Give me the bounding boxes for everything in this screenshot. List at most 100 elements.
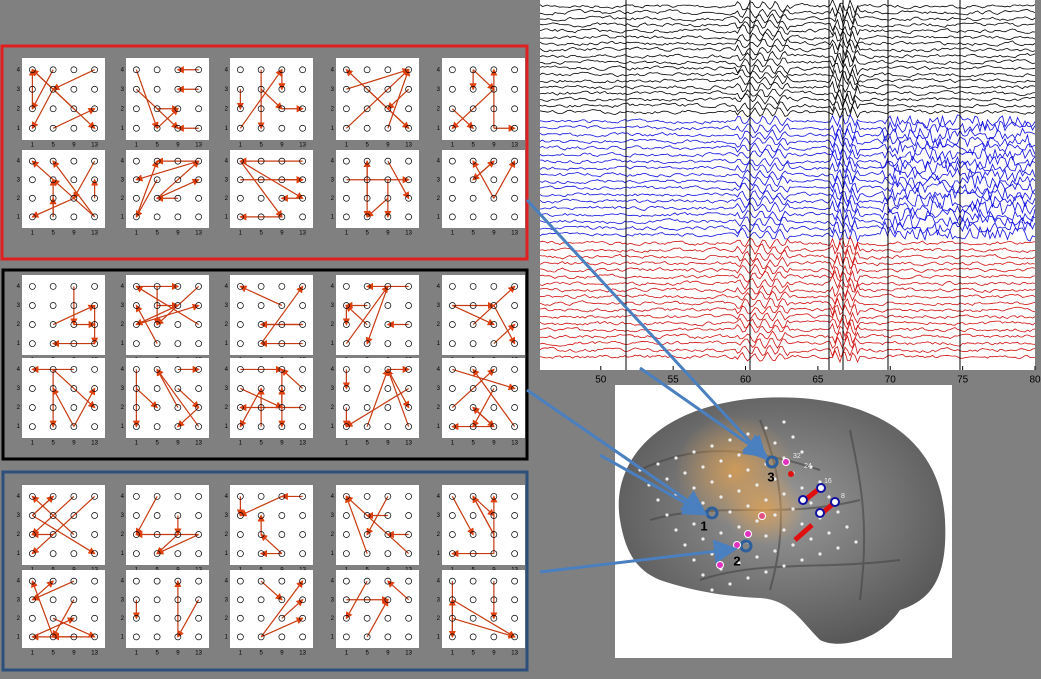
y-tick-label: 3: [331, 303, 335, 309]
node: [195, 493, 202, 500]
y-tick-label: 1: [121, 634, 125, 640]
node: [449, 213, 456, 221]
node: [469, 531, 477, 538]
node: [70, 194, 78, 202]
node: [469, 321, 477, 328]
node: [70, 283, 78, 290]
node: [490, 614, 498, 622]
node: [91, 404, 98, 411]
node: [195, 124, 202, 132]
node: [153, 194, 161, 202]
y-tick-label: 1: [121, 551, 125, 557]
node: [153, 493, 161, 500]
node: [70, 614, 78, 622]
node: [257, 596, 265, 604]
node: [91, 321, 98, 328]
node: [449, 614, 456, 622]
node: [257, 283, 265, 290]
x-tick-label: 5: [365, 441, 369, 447]
node: [29, 176, 36, 184]
node: [195, 105, 202, 113]
x-tick-label: 1: [239, 441, 243, 447]
electrode: [764, 498, 768, 502]
x-tick-label: 1: [451, 651, 455, 657]
x-tick-label: 1: [239, 143, 243, 149]
y-tick-label: 2: [121, 106, 125, 112]
node: [91, 493, 98, 500]
node: [490, 340, 498, 347]
node: [91, 531, 98, 538]
x-tick-label: 13: [91, 441, 98, 447]
node: [299, 423, 306, 430]
x-tick-label: 5: [365, 231, 369, 237]
x-tick-label: 9: [72, 143, 76, 149]
y-tick-label: 1: [225, 341, 229, 347]
node: [343, 366, 350, 373]
node: [405, 531, 412, 538]
node: [29, 66, 36, 74]
y-tick-label: 2: [17, 405, 21, 411]
x-tick-label: 1: [451, 143, 455, 149]
node: [29, 577, 36, 585]
black-box: [1, 268, 529, 461]
electrode: [692, 486, 696, 490]
electrode: [701, 465, 705, 469]
panel: [126, 485, 209, 565]
node: [29, 493, 36, 500]
node: [299, 404, 306, 411]
y-tick-label: 4: [225, 367, 229, 373]
node: [490, 633, 498, 641]
x-tick-label: 13: [195, 231, 202, 237]
electrode: [674, 528, 678, 532]
y-tick-label: 3: [437, 513, 441, 519]
x-tick-label: 60: [740, 375, 752, 386]
y-tick-label: 2: [121, 196, 125, 202]
electrode: [728, 438, 732, 442]
electrode: [692, 450, 696, 454]
y-tick-label: 4: [121, 284, 125, 290]
eeg-trace: [539, 92, 1036, 109]
y-tick-label: 1: [437, 424, 441, 430]
y-tick-label: 4: [17, 579, 21, 585]
electrode: [773, 513, 777, 517]
x-tick-label: 13: [405, 441, 412, 447]
x-tick-label: 13: [91, 651, 98, 657]
node: [405, 85, 412, 93]
node: [195, 423, 202, 430]
x-tick-label: 9: [386, 441, 390, 447]
node: [257, 124, 265, 132]
eeg-trace: [539, 84, 1036, 102]
electrode: [854, 540, 858, 544]
x-tick-label: 9: [176, 231, 180, 237]
node: [174, 66, 182, 74]
node: [257, 531, 265, 538]
node: [469, 512, 477, 519]
y-tick-label: 3: [121, 177, 125, 183]
eeg-trace: [539, 349, 1035, 364]
node: [405, 385, 412, 392]
node: [469, 404, 477, 411]
node: [174, 596, 182, 604]
node: [511, 493, 518, 500]
electrode: [827, 531, 831, 535]
x-tick-label: 55: [668, 375, 680, 386]
node: [257, 176, 265, 184]
y-tick-label: 1: [437, 551, 441, 557]
node: [70, 105, 78, 113]
node: [449, 404, 456, 411]
node: [153, 423, 161, 430]
electrode: [791, 543, 795, 547]
x-tick-label: 5: [51, 231, 55, 237]
node: [449, 550, 456, 557]
node: [405, 366, 412, 373]
node: [490, 85, 498, 93]
electrode: [800, 558, 804, 562]
electrode: [683, 507, 687, 511]
node: [469, 366, 477, 373]
electrode: [665, 477, 669, 481]
eeg-trace: [539, 254, 1036, 270]
y-tick-label: 4: [331, 67, 335, 73]
node: [70, 633, 78, 641]
x-tick-label: 13: [299, 143, 306, 149]
node: [133, 105, 140, 113]
